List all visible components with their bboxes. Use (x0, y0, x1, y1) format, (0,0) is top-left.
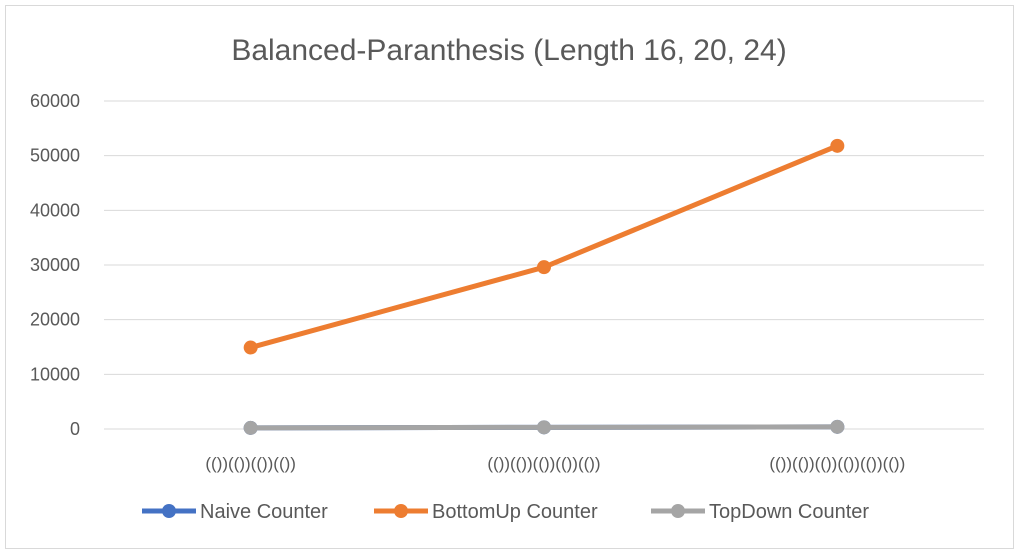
legend-swatch-marker (671, 504, 685, 518)
data-point (830, 419, 845, 434)
y-tick-label: 0 (70, 419, 80, 439)
data-point (243, 420, 258, 435)
legend-swatch-marker (162, 504, 176, 518)
x-tick-label: (())(())(())(()) (205, 454, 296, 473)
y-tick-label: 20000 (30, 310, 80, 330)
y-axis-ticks: 0 10000 20000 30000 40000 50000 60000 (30, 91, 80, 439)
data-point (537, 260, 551, 275)
data-point (243, 340, 258, 355)
x-tick-label: (())(())(())(())(())(()) (769, 454, 905, 473)
data-point (830, 138, 845, 153)
x-tick-label: (())(())(())(())(()) (487, 454, 600, 473)
legend-label: BottomUp Counter (432, 501, 598, 523)
chart-title: Balanced-Paranthesis (Length 16, 20, 24) (231, 34, 786, 67)
legend-label: Naive Counter (200, 501, 328, 523)
y-tick-label: 60000 (30, 91, 80, 111)
legend: Naive Counter BottomUp Counter TopDown Cou… (142, 501, 869, 523)
y-tick-label: 30000 (30, 255, 80, 275)
legend-label: TopDown Counter (709, 501, 869, 523)
legend-swatch-marker (394, 504, 408, 518)
x-axis-ticks: (())(())(())(())(())(())(())(())(())(())… (205, 454, 905, 473)
y-tick-label: 10000 (30, 364, 80, 384)
y-tick-label: 50000 (30, 146, 80, 166)
data-point (537, 420, 551, 435)
series-line (248, 143, 840, 351)
series-group (243, 138, 845, 435)
y-tick-label: 40000 (30, 200, 80, 220)
